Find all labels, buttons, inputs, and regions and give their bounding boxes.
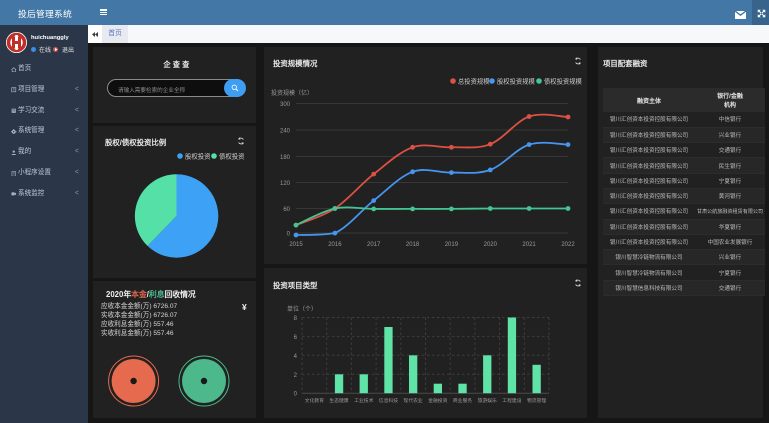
svg-text:2016: 2016 [328, 242, 342, 248]
svg-text:0: 0 [294, 392, 298, 398]
svg-text:文化教育: 文化教育 [305, 397, 324, 404]
svg-text:180: 180 [280, 155, 291, 161]
svg-text:2020: 2020 [484, 242, 498, 248]
svg-text:投资规模（亿）: 投资规模（亿） [271, 89, 313, 97]
svg-text:单位（个）: 单位（个） [287, 305, 317, 313]
svg-text:工程建设: 工程建设 [502, 397, 521, 404]
svg-text:股权投资规模: 股权投资规模 [497, 76, 535, 85]
svg-text:8: 8 [294, 316, 298, 322]
svg-text:60: 60 [283, 207, 290, 213]
svg-text:物流管理: 物流管理 [527, 397, 546, 404]
svg-text:债权投资: 债权投资 [219, 151, 245, 160]
svg-text:6: 6 [294, 335, 298, 341]
svg-text:2022: 2022 [561, 242, 575, 248]
svg-text:现代农业: 现代农业 [403, 397, 422, 404]
svg-text:2019: 2019 [445, 242, 459, 248]
svg-text:2: 2 [294, 373, 298, 379]
svg-text:生态健康: 生态健康 [329, 397, 348, 404]
svg-text:240: 240 [280, 129, 291, 135]
svg-text:总投资规模: 总投资规模 [458, 76, 490, 85]
svg-text:旅游娱乐: 旅游娱乐 [478, 397, 497, 404]
svg-text:2015: 2015 [289, 242, 303, 248]
svg-text:2017: 2017 [367, 242, 381, 248]
svg-text:金融投资: 金融投资 [428, 397, 447, 404]
svg-text:信息科技: 信息科技 [379, 397, 398, 404]
svg-text:120: 120 [280, 181, 291, 187]
svg-text:股权投资: 股权投资 [185, 151, 211, 160]
svg-text:工业技术: 工业技术 [354, 397, 373, 404]
svg-text:0: 0 [287, 232, 291, 238]
svg-text:300: 300 [280, 102, 291, 108]
svg-text:2018: 2018 [406, 242, 420, 248]
svg-text:债权投资规模: 债权投资规模 [544, 76, 582, 85]
svg-text:商业服务: 商业服务 [453, 397, 472, 404]
svg-text:2021: 2021 [522, 242, 536, 248]
svg-text:4: 4 [294, 354, 298, 360]
